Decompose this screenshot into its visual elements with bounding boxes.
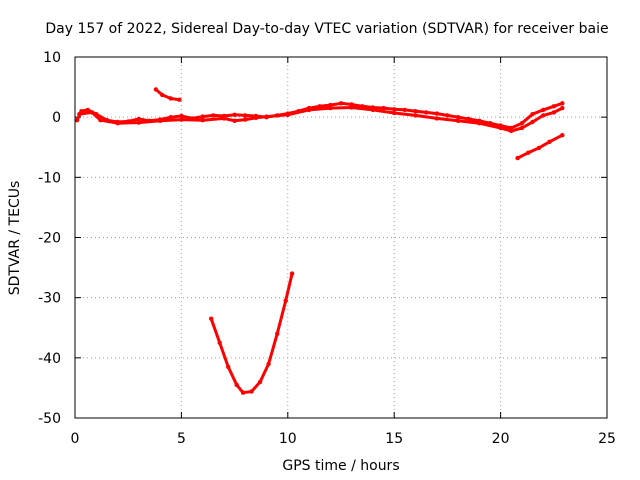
data-point <box>234 382 239 388</box>
ticks-layer: 0 5 10 15 20 25 10 0 -10 -20 -30 -40 -50 <box>38 50 616 447</box>
data-point <box>547 139 552 144</box>
data-point <box>257 379 263 385</box>
data-point <box>211 113 216 118</box>
chart-title: Day 157 of 2022, Sidereal Day-to-day VTE… <box>45 21 608 37</box>
data-point <box>243 113 248 118</box>
data-point <box>519 121 525 126</box>
data-point <box>157 118 163 124</box>
x-tick-label: 20 <box>492 431 510 447</box>
x-axis-label: GPS time / hours <box>282 458 399 474</box>
data-point <box>370 107 376 113</box>
data-point <box>306 107 312 113</box>
data-point <box>541 107 546 113</box>
data-point <box>434 116 439 121</box>
data-point <box>317 104 322 109</box>
x-tick-label: 10 <box>279 431 297 447</box>
y-tick-label: -20 <box>38 231 61 247</box>
data-point <box>445 113 450 118</box>
data-point <box>232 118 237 124</box>
data-point <box>177 97 182 102</box>
data-point <box>240 390 246 395</box>
data-point <box>413 113 418 118</box>
data-point <box>74 118 80 123</box>
data-point <box>253 115 259 121</box>
data-point <box>392 110 397 116</box>
data-point <box>115 121 120 126</box>
y-axis-label: SDTVAR / TECUs <box>7 181 23 296</box>
data-point <box>168 96 173 101</box>
data-point <box>413 109 418 114</box>
data-point <box>434 111 439 116</box>
data-point <box>541 113 546 118</box>
x-tick-label: 0 <box>71 431 80 447</box>
data-point <box>264 114 269 119</box>
data-point <box>226 364 231 370</box>
data-point <box>179 113 184 119</box>
data-point <box>160 92 165 98</box>
data-point <box>283 298 288 303</box>
y-tick-label: 10 <box>43 50 61 66</box>
data-point <box>392 107 397 112</box>
data-point <box>153 87 159 92</box>
data-point <box>560 101 565 106</box>
series-track-short-upper <box>154 88 181 102</box>
data-point <box>530 112 535 117</box>
data-point <box>221 116 227 121</box>
data-point <box>536 145 542 151</box>
y-tick-label: -40 <box>38 351 61 367</box>
data-point <box>455 118 461 124</box>
y-tick-label: -50 <box>38 411 61 427</box>
plot-frame <box>74 56 608 419</box>
data-point <box>509 128 514 134</box>
data-point <box>98 118 103 123</box>
data-point <box>466 116 471 122</box>
data-point <box>266 361 271 367</box>
series-track-v-shape <box>209 272 294 395</box>
x-tick-label: 15 <box>385 431 403 447</box>
data-point <box>560 133 565 138</box>
data-point <box>136 116 141 122</box>
data-point <box>77 112 82 117</box>
data-point <box>423 110 429 115</box>
data-point <box>289 271 295 276</box>
data-point <box>560 105 565 111</box>
data-point <box>217 340 222 345</box>
x-tick-label: 5 <box>177 431 186 447</box>
data-point <box>530 119 535 125</box>
data-point <box>338 101 344 106</box>
y-tick-label: 0 <box>52 110 61 126</box>
data-point <box>519 125 525 131</box>
data-point <box>477 121 482 126</box>
data-point <box>179 117 184 122</box>
data-point <box>551 104 556 109</box>
data-point <box>402 107 407 113</box>
data-point <box>249 389 254 394</box>
data-point <box>526 150 531 155</box>
data-point <box>349 105 354 110</box>
x-tick-label: 25 <box>598 431 616 447</box>
data-point <box>275 331 280 336</box>
data-point <box>515 155 520 161</box>
data-point <box>381 105 386 111</box>
data-point <box>328 105 333 111</box>
data-point <box>285 112 290 118</box>
series-layer <box>74 87 565 395</box>
data-point <box>209 316 214 321</box>
data-point <box>498 125 503 131</box>
data-point <box>136 120 141 125</box>
data-point <box>455 115 461 120</box>
y-tick-label: -10 <box>38 170 61 186</box>
y-tick-label: -30 <box>38 291 61 307</box>
data-point <box>243 117 248 122</box>
data-point <box>232 112 237 118</box>
grid-layer <box>75 57 607 418</box>
data-point <box>551 110 556 115</box>
data-point <box>200 118 205 123</box>
data-point <box>168 115 173 120</box>
data-point <box>89 110 95 115</box>
data-point <box>85 107 91 113</box>
data-point <box>200 114 205 119</box>
